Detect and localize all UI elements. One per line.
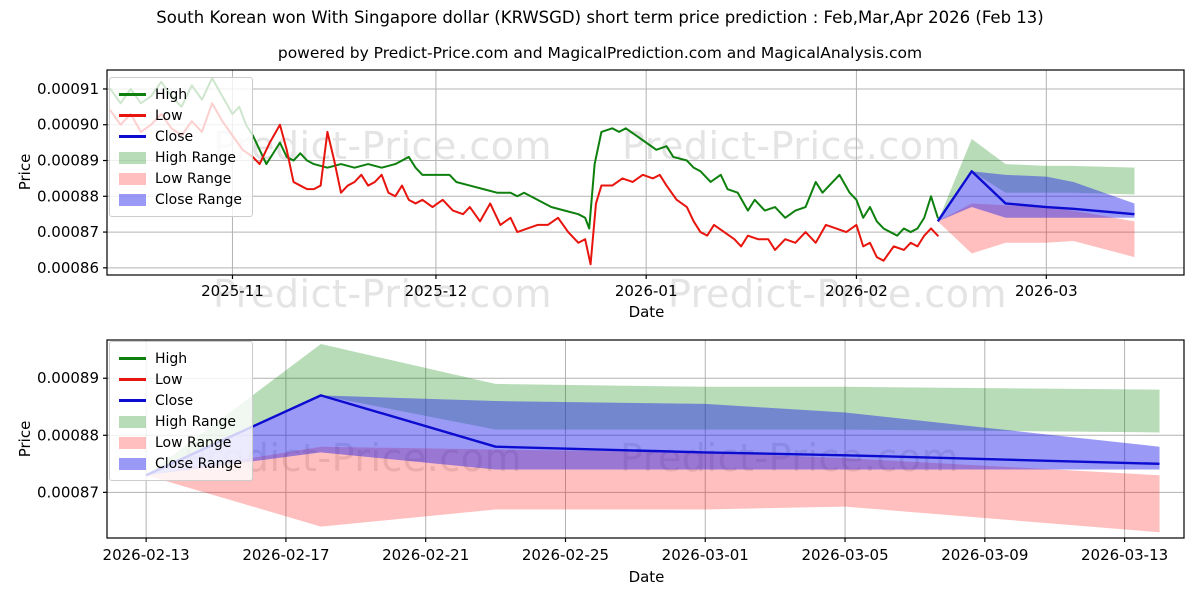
legend-item-close: Close xyxy=(119,390,242,411)
legend-label: Low xyxy=(155,107,183,124)
legend-item-close: Close xyxy=(119,126,242,147)
low-range-swatch-icon xyxy=(119,436,146,449)
x-tick-label: 2026-03-05 xyxy=(801,546,888,564)
x-tick-label: 2026-02-17 xyxy=(242,546,329,564)
y-tick-label: 0.00087 xyxy=(37,223,99,241)
x-tick-label: 2025-11 xyxy=(201,282,264,300)
close-swatch-icon xyxy=(119,399,146,402)
high-swatch-icon xyxy=(119,357,146,360)
low-range-band xyxy=(937,203,1135,258)
y-tick-label: 0.00087 xyxy=(37,483,99,501)
figure-subtitle: powered by Predict-Price.com and Magical… xyxy=(277,44,923,62)
close-forecast-line xyxy=(145,394,1160,477)
high-range-band xyxy=(146,343,1160,476)
y-axis-label: Price xyxy=(16,421,34,458)
x-tick-label: 2026-03-09 xyxy=(941,546,1028,564)
x-tick-label: 2026-03-01 xyxy=(662,546,749,564)
legend-label: High xyxy=(155,86,188,103)
low-swatch-icon xyxy=(119,114,146,117)
legend-label: Low xyxy=(155,371,183,388)
legend-item-low: Low xyxy=(119,369,242,390)
legend-item-high-range: High Range xyxy=(119,147,242,168)
x-tick-label: 2026-01 xyxy=(615,282,678,300)
legend-item-low-range: Low Range xyxy=(119,168,242,189)
y-axis-label: Price xyxy=(16,154,34,191)
x-tick-label: 2026-03 xyxy=(1015,282,1078,300)
low-line xyxy=(109,102,939,266)
y-tick-label: 0.00088 xyxy=(37,187,99,205)
legend-label: High Range xyxy=(155,413,236,430)
high-range-band xyxy=(937,139,1135,222)
legend-item-high: High xyxy=(119,348,242,369)
legend-label: Close xyxy=(155,392,194,409)
y-tick-label: 0.00086 xyxy=(37,259,99,277)
x-axis-label: Date xyxy=(629,568,665,586)
x-tick-label: 2025-12 xyxy=(405,282,468,300)
legend-label: Close Range xyxy=(155,191,242,208)
plot-border xyxy=(106,69,1185,276)
legend-item-low: Low xyxy=(119,105,242,126)
y-tick-label: 0.00091 xyxy=(37,80,99,98)
low-swatch-icon xyxy=(119,378,146,381)
close-range-band xyxy=(146,395,1160,476)
high-range-swatch-icon xyxy=(119,415,146,428)
legend-label: Low Range xyxy=(155,434,232,451)
close-range-swatch-icon xyxy=(119,457,146,470)
legend-item-high: High xyxy=(119,84,242,105)
legend-label: High xyxy=(155,350,188,367)
legend-item-high-range: High Range xyxy=(119,411,242,432)
low-range-swatch-icon xyxy=(119,172,146,185)
x-tick-label: 2026-03-13 xyxy=(1081,546,1168,564)
close-forecast-line xyxy=(936,170,1135,223)
close-range-swatch-icon xyxy=(119,193,146,206)
close-swatch-icon xyxy=(119,135,146,138)
x-tick-label: 2026-02-25 xyxy=(522,546,609,564)
page-title: South Korean won With Singapore dollar (… xyxy=(156,8,1044,27)
legend-label: Close Range xyxy=(155,455,242,472)
y-tick-label: 0.00089 xyxy=(37,369,99,387)
legend-label: Low Range xyxy=(155,170,232,187)
x-axis-label: Date xyxy=(629,303,665,321)
low-range-band xyxy=(146,446,1160,533)
legend-bottom-chart: High Low Close High Range Low Range Close Ran… xyxy=(109,341,253,481)
y-tick-label: 0.00089 xyxy=(37,152,99,170)
legend-item-close-range: Close Range xyxy=(119,189,242,210)
x-tick-label: 2026-02-13 xyxy=(103,546,190,564)
x-tick-label: 2026-02-21 xyxy=(382,546,469,564)
y-tick-label: 0.00088 xyxy=(37,426,99,444)
legend-item-close-range: Close Range xyxy=(119,453,242,474)
high-range-swatch-icon xyxy=(119,151,146,164)
plot-border xyxy=(106,339,1185,539)
x-tick-label: 2026-02 xyxy=(825,282,888,300)
legend-item-low-range: Low Range xyxy=(119,432,242,453)
high-swatch-icon xyxy=(119,93,146,96)
legend-top-chart: High Low Close High Range Low Range Close Ran… xyxy=(109,77,253,217)
legend-label: High Range xyxy=(155,149,236,166)
y-tick-label: 0.00090 xyxy=(37,116,99,134)
legend-label: Close xyxy=(155,128,194,145)
